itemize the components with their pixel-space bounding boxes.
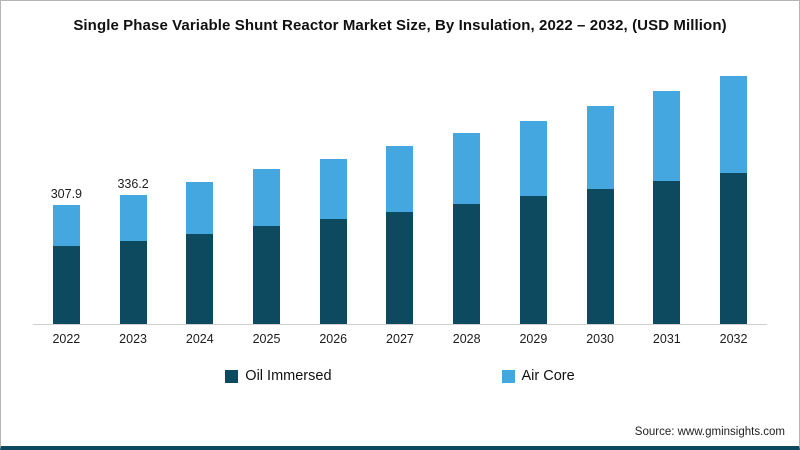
bar-column: 307.9	[36, 187, 96, 324]
bar-segment-oil-immersed	[386, 212, 414, 324]
bar-column	[704, 76, 764, 324]
stacked-bar	[653, 91, 681, 324]
stacked-bar	[519, 120, 547, 324]
bar-column	[570, 106, 630, 324]
bar-segment-air-core	[586, 106, 614, 189]
stacked-bar	[186, 181, 214, 324]
legend: Oil Immersed Air Core	[1, 368, 799, 384]
stacked-bar	[720, 76, 748, 324]
x-axis-label: 2023	[119, 332, 147, 346]
legend-label-oil-immersed: Oil Immersed	[245, 368, 332, 384]
bar-segment-oil-immersed	[119, 240, 147, 324]
source-attribution: Source: www.gminsights.com	[634, 426, 785, 438]
legend-label-air-core: Air Core	[521, 368, 575, 384]
x-axis-label: 2031	[652, 332, 681, 346]
bar-segment-air-core	[519, 120, 547, 197]
bar-segment-oil-immersed	[519, 196, 547, 324]
bar-value-label: 336.2	[117, 176, 149, 191]
bar-column	[437, 133, 497, 324]
bar-segment-air-core	[186, 181, 214, 234]
bar-segment-air-core	[119, 194, 147, 241]
legend-item-oil-immersed: Oil Immersed	[225, 368, 332, 384]
bar-segment-air-core	[319, 158, 347, 220]
bar-segment-oil-immersed	[186, 233, 214, 324]
stacked-bar	[52, 205, 80, 324]
bar-segment-air-core	[253, 169, 281, 227]
plot-area: 307.9 336.2	[33, 40, 767, 325]
x-axis-labels: 2022 2023 2024 2025 2026 2027 2028 2029 2030 2031…	[33, 325, 767, 346]
bar-column	[237, 169, 297, 324]
stacked-bar	[319, 158, 347, 324]
x-axis-label: 2028	[452, 332, 481, 346]
bar-column	[303, 158, 363, 324]
x-axis-label: 2029	[519, 332, 548, 346]
x-axis-label: 2024	[185, 332, 214, 346]
bar-segment-oil-immersed	[52, 245, 80, 324]
bar-segment-air-core	[653, 91, 681, 182]
stacked-bar	[586, 106, 614, 324]
bar-segment-air-core	[386, 146, 414, 212]
stacked-bar	[386, 146, 414, 324]
bar-column	[370, 146, 430, 324]
x-axis-label: 2026	[319, 332, 348, 346]
x-axis-label: 2027	[386, 332, 414, 346]
bar-segment-oil-immersed	[720, 173, 748, 324]
bar-segment-air-core	[52, 205, 80, 246]
x-axis-label: 2032	[719, 332, 748, 346]
bar-segment-oil-immersed	[253, 226, 281, 324]
chart-title: Single Phase Variable Shunt Reactor Mark…	[73, 17, 727, 34]
bar-column	[503, 120, 563, 324]
x-axis-label: 2025	[252, 332, 281, 346]
x-axis-label: 2030	[586, 332, 615, 346]
legend-item-air-core: Air Core	[501, 368, 575, 384]
bar-column: 336.2	[103, 177, 163, 324]
bar-segment-oil-immersed	[319, 219, 347, 324]
stacked-bar	[453, 133, 481, 324]
stacked-bar	[253, 169, 281, 324]
stacked-bar	[119, 194, 147, 324]
bar-segment-oil-immersed	[653, 181, 681, 324]
x-axis-label: 2022	[52, 332, 81, 346]
bar-segment-oil-immersed	[453, 204, 481, 324]
bar-segment-air-core	[453, 133, 481, 205]
legend-swatch-oil-immersed	[225, 369, 239, 383]
legend-swatch-air-core	[501, 369, 515, 383]
bar-segment-air-core	[720, 76, 748, 174]
bar-column	[637, 91, 697, 324]
bar-column	[170, 181, 230, 324]
bar-value-label: 307.9	[50, 187, 82, 202]
bar-segment-oil-immersed	[586, 188, 614, 324]
